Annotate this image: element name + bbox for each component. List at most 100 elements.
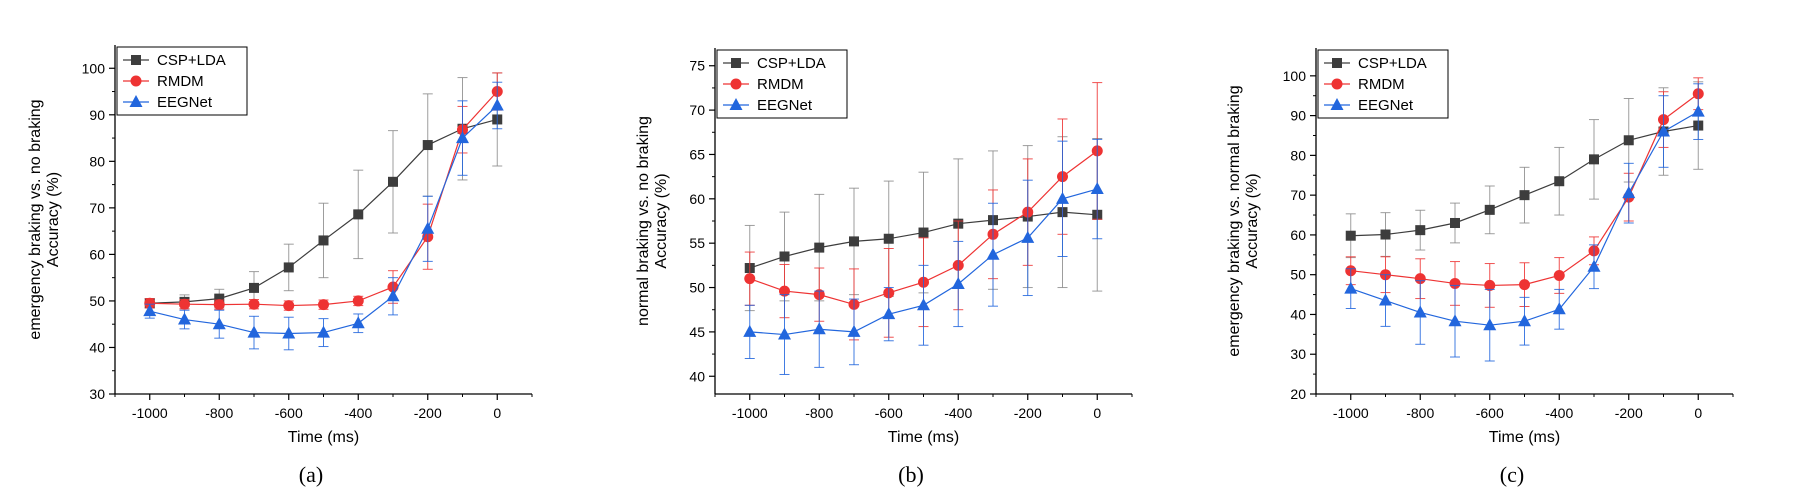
y-tick-label: 90: [89, 107, 105, 123]
data-point: [1657, 124, 1670, 137]
x-tick-label: -200: [1615, 405, 1643, 421]
data-point: [986, 247, 1000, 260]
legend-label: CSP+LDA: [157, 52, 226, 69]
y-tick-label: 70: [689, 102, 705, 118]
data-point: [1448, 314, 1462, 327]
data-point: [248, 298, 260, 310]
legend-marker: [729, 98, 743, 110]
data-point: [1414, 273, 1426, 285]
data-point: [814, 242, 825, 253]
data-point: [778, 327, 791, 340]
data-point: [1345, 230, 1356, 241]
legend-item: EEGNet: [123, 94, 213, 111]
legend-label: RMDM: [157, 73, 204, 90]
data-point: [1021, 230, 1035, 243]
data-point: [353, 209, 364, 220]
legend-item: RMDM: [123, 73, 204, 90]
chart-panel-1: 30 40 50 60 70 80 90 100 -1000 -800 -600 -400 -200 0 T…: [27, 45, 533, 487]
legend-marker: [731, 58, 741, 68]
x-axis-title: Time (ms): [288, 429, 359, 446]
x-tick-label: -200: [414, 405, 442, 421]
x-axis-title: Time (ms): [1489, 429, 1560, 446]
legend-marker: [130, 75, 142, 87]
data-point: [1519, 190, 1530, 201]
x-tick-label: 0: [1694, 405, 1702, 421]
data-point: [1413, 305, 1427, 318]
legend-label: EEGNet: [1358, 97, 1414, 114]
panel-label: (c): [1500, 462, 1524, 487]
y-tick-label: 20: [1290, 386, 1306, 402]
data-point: [318, 235, 329, 246]
data-point: [422, 140, 433, 151]
y-tick-label: 55: [689, 235, 705, 251]
y-tick-label: 75: [689, 58, 705, 74]
data-point: [490, 98, 504, 111]
x-tick-label: -400: [344, 405, 372, 421]
data-point: [1379, 293, 1392, 306]
data-point: [1552, 302, 1566, 315]
y-tick-label: 90: [1290, 108, 1306, 124]
legend: CSP+LDA RMDM EEGNet: [116, 46, 248, 116]
legend-label: EEGNet: [157, 94, 213, 111]
data-point: [1380, 229, 1391, 240]
data-point: [779, 251, 790, 262]
data-point: [1623, 135, 1634, 146]
data-point: [283, 262, 294, 273]
data-point: [849, 236, 859, 247]
series-eegnet: [143, 81, 504, 351]
y-tick-label: 30: [89, 386, 105, 402]
y-tick-label: 50: [1290, 267, 1306, 283]
data-point: [456, 131, 469, 144]
legend-item: CSP+LDA: [1324, 55, 1427, 72]
x-tick-label: -200: [1014, 405, 1042, 421]
x-tick-label: -1000: [132, 405, 168, 421]
legend-label: RMDM: [1358, 76, 1405, 93]
data-point: [318, 299, 329, 311]
data-point: [1056, 191, 1069, 204]
data-point: [918, 227, 929, 238]
x-tick-label: -800: [205, 405, 233, 421]
y-tick-label: 60: [89, 246, 105, 262]
y-tick-label: 60: [1290, 227, 1306, 243]
x-tick-label: -1000: [732, 405, 768, 421]
y-axis-title-line2: Accuracy (%): [653, 173, 670, 268]
y-tick-label: 40: [1290, 306, 1306, 322]
x-tick-label: -600: [275, 405, 303, 421]
legend-label: CSP+LDA: [757, 55, 826, 72]
y-tick-label: 65: [689, 146, 705, 162]
data-point: [1587, 259, 1601, 272]
series-eegnet: [743, 138, 1104, 375]
x-tick-label: -400: [1545, 405, 1573, 421]
data-point: [951, 276, 965, 289]
data-point: [1450, 217, 1460, 228]
data-point: [1415, 225, 1426, 236]
data-point: [1484, 204, 1495, 215]
legend-marker: [1332, 58, 1342, 68]
legend-item: CSP+LDA: [723, 55, 826, 72]
y-tick-label: 40: [689, 368, 705, 384]
y-tick-label: 100: [82, 60, 106, 76]
x-tick-label: 0: [1093, 405, 1101, 421]
legend-item: CSP+LDA: [123, 52, 226, 69]
data-point: [214, 293, 225, 304]
panel-label: (a): [299, 462, 323, 487]
data-point: [1090, 182, 1104, 195]
chart-panel-2: 40 45 50 55 60 65 70 75 -1000 -800 -600 -400 -200 0 Ti…: [635, 48, 1133, 487]
data-point: [213, 299, 225, 311]
data-point: [317, 325, 330, 338]
data-point: [249, 282, 259, 293]
x-tick-label: -400: [944, 405, 972, 421]
data-point: [882, 307, 896, 320]
y-axis-title-line1: normal braking vs. no braking: [635, 116, 652, 326]
legend: CSP+LDA RMDM EEGNet: [716, 49, 848, 119]
series-eegnet: [1344, 83, 1705, 362]
data-point: [247, 325, 261, 338]
y-tick-label: 80: [1290, 147, 1306, 163]
data-point: [883, 233, 894, 244]
data-point: [917, 298, 930, 311]
chart-panel-3: 20 30 40 50 60 70 80 90 100 -1000 -800 -600 -400 -200…: [1226, 48, 1734, 487]
data-point: [388, 176, 398, 187]
data-point: [743, 324, 757, 337]
legend-label: CSP+LDA: [1358, 55, 1427, 72]
